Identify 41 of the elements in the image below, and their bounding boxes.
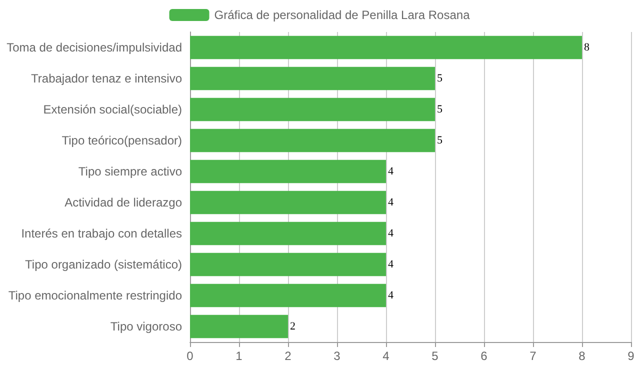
bar (190, 190, 386, 214)
y-tick-label: Actividad de liderazgo (64, 196, 182, 210)
bar (190, 36, 582, 60)
x-tick-label: 5 (432, 349, 439, 363)
y-tick-label: Interés en trabajo con detalles (21, 226, 182, 240)
x-tick-label: 8 (578, 349, 586, 363)
y-tick-label: Tipo vigoroso (110, 320, 182, 334)
bar (190, 66, 435, 90)
y-tick-label: Tipo organizado (sistemático) (25, 258, 182, 272)
bar (190, 314, 288, 338)
data-label: 4 (388, 290, 394, 302)
y-tick-label: Tipo teórico(pensador) (62, 134, 182, 148)
x-tick-label: 2 (284, 349, 292, 363)
data-label: 4 (388, 228, 394, 240)
bar (190, 284, 386, 308)
bar (190, 252, 386, 276)
bar (190, 98, 435, 122)
y-tick-label: Tipo emocionalmente restringido (8, 288, 182, 302)
x-tick-label: 7 (530, 349, 537, 363)
x-tick-label: 3 (334, 349, 341, 363)
bar (190, 222, 386, 246)
bar (190, 160, 386, 184)
y-tick-label: Toma de decisiones/impulsividad (6, 40, 182, 54)
data-label: 5 (437, 104, 443, 116)
x-tick-label: 6 (480, 349, 488, 363)
x-tick-label: 0 (186, 349, 194, 363)
x-tick-label: 1 (236, 349, 243, 363)
data-label: 5 (437, 72, 443, 84)
bar (190, 128, 435, 152)
data-label: 2 (290, 320, 296, 332)
data-label: 4 (388, 196, 394, 208)
y-tick-label: Trabajador tenaz e intensivo (31, 72, 182, 86)
data-label: 8 (584, 42, 590, 54)
x-tick-label: 4 (382, 349, 390, 363)
y-tick-label: Tipo siempre activo (78, 164, 182, 178)
data-label: 4 (388, 258, 394, 270)
data-label: 5 (437, 134, 443, 146)
legend-label: Gráfica de personalidad de Penilla Lara Rosana (214, 8, 470, 22)
data-label: 4 (388, 166, 394, 178)
y-tick-label: Extensión social(sociable) (43, 102, 182, 116)
x-tick-label: 9 (628, 349, 635, 363)
